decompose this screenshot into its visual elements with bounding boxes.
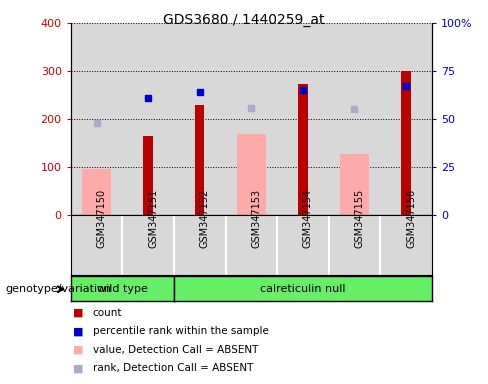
Bar (329, 23, 380, 215)
Text: percentile rank within the sample: percentile rank within the sample (93, 326, 268, 336)
Text: GSM347156: GSM347156 (406, 189, 416, 248)
Text: ■: ■ (73, 363, 84, 373)
Text: genotype/variation: genotype/variation (5, 284, 111, 294)
Bar (71, 23, 122, 215)
Bar (340, 154, 369, 215)
Bar (122, 23, 174, 215)
Bar (195, 104, 204, 215)
Bar (225, 23, 277, 215)
Text: GSM347155: GSM347155 (354, 189, 365, 248)
Text: GDS3680 / 1440259_at: GDS3680 / 1440259_at (163, 13, 325, 27)
Bar (82, 169, 111, 215)
Text: ■: ■ (73, 345, 84, 355)
Text: GSM347150: GSM347150 (97, 189, 106, 248)
Bar (237, 134, 265, 215)
Text: GSM347153: GSM347153 (251, 189, 261, 248)
Text: value, Detection Call = ABSENT: value, Detection Call = ABSENT (93, 345, 258, 355)
Text: count: count (93, 308, 122, 318)
Text: GSM347152: GSM347152 (200, 189, 210, 248)
Bar (402, 71, 411, 215)
Bar (143, 136, 153, 215)
Text: ■: ■ (73, 326, 84, 336)
Text: GSM347151: GSM347151 (148, 189, 158, 248)
Text: rank, Detection Call = ABSENT: rank, Detection Call = ABSENT (93, 363, 253, 373)
Bar (298, 84, 307, 215)
Bar (174, 23, 225, 215)
Text: calreticulin null: calreticulin null (260, 284, 346, 294)
Text: ■: ■ (73, 308, 84, 318)
Text: GSM347154: GSM347154 (303, 189, 313, 248)
Bar (277, 23, 329, 215)
Text: wild type: wild type (97, 284, 148, 294)
Bar (380, 23, 432, 215)
